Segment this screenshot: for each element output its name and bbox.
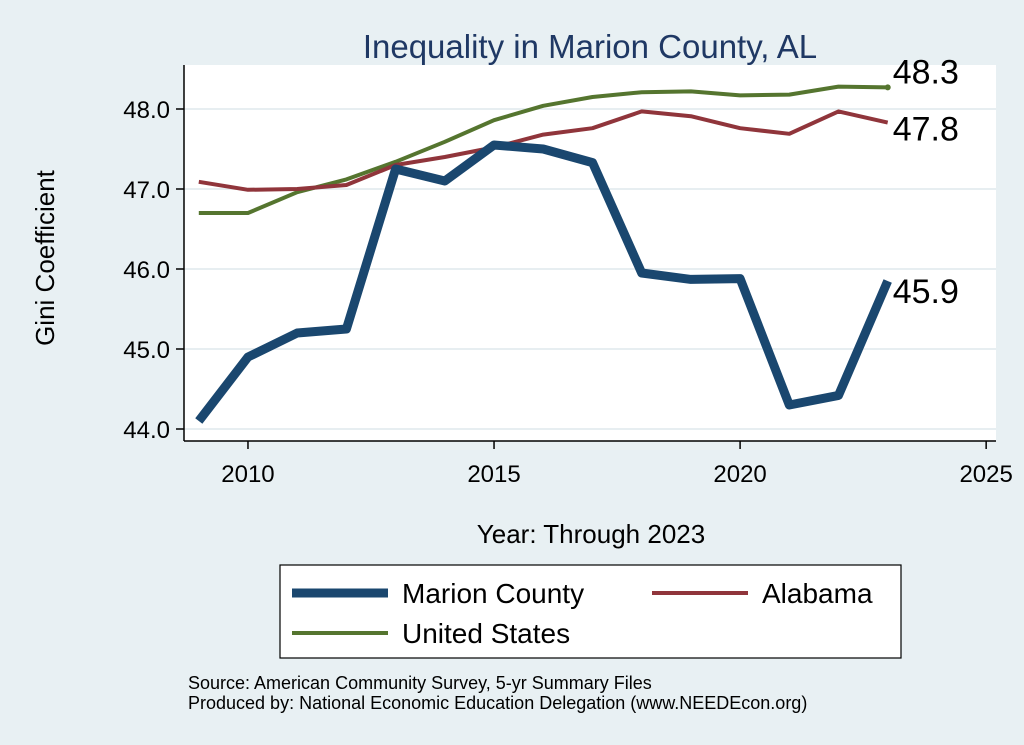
series-end-marker-united-states xyxy=(884,84,891,91)
x-axis-label: Year: Through 2023 xyxy=(477,519,705,549)
y-tick-label: 46.0 xyxy=(123,257,170,284)
legend-label-marion-county: Marion County xyxy=(402,578,584,609)
x-tick-label: 2015 xyxy=(467,461,520,488)
produced-by-line: Produced by: National Economic Education… xyxy=(188,693,807,713)
y-tick-label: 44.0 xyxy=(123,417,170,444)
series-line-alabama xyxy=(198,109,889,192)
y-axis-label: Gini Coefficient xyxy=(30,169,60,346)
end-label-alabama: 47.8 xyxy=(893,111,959,149)
chart-title: Inequality in Marion County, AL xyxy=(363,28,817,65)
axis-ticks: 44.0 45.0 46.0 47.0 48.0 2010 2015 2020 2025 xyxy=(123,97,1013,488)
legend-label-alabama: Alabama xyxy=(762,578,873,609)
y-tick-label: 47.0 xyxy=(123,177,170,204)
end-labels: 45.9 47.8 48.3 xyxy=(893,53,959,311)
end-label-marion-county: 45.9 xyxy=(893,273,959,311)
end-label-united-states: 48.3 xyxy=(893,53,959,91)
x-tick-label: 2020 xyxy=(713,461,766,488)
legend: Marion County Alabama United States xyxy=(279,564,902,659)
legend-label-united-states: United States xyxy=(402,618,570,649)
x-tick-label: 2025 xyxy=(959,461,1012,488)
series-lines xyxy=(195,84,892,424)
x-tick-label: 2010 xyxy=(221,461,274,488)
legend-box xyxy=(279,564,902,659)
source-line: Source: American Community Survey, 5-yr … xyxy=(188,673,652,693)
series-line-marion-county xyxy=(195,140,892,424)
y-tick-label: 45.0 xyxy=(123,337,170,364)
y-tick-label: 48.0 xyxy=(123,97,170,124)
